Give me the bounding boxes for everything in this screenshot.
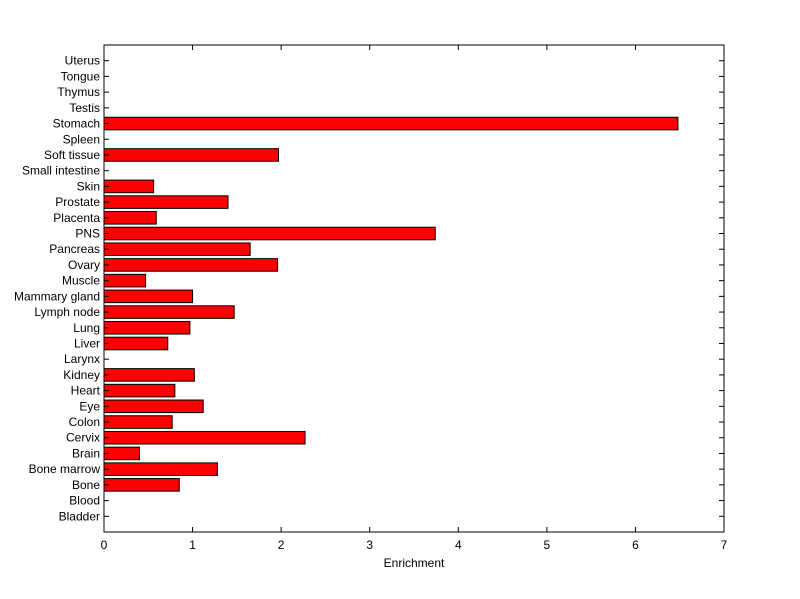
y-tick-label-prostate: Prostate: [55, 195, 100, 209]
bar-prostate: [103, 195, 229, 209]
x-tick-label-0: 0: [101, 538, 108, 552]
y-tick-label-colon: Colon: [69, 415, 100, 429]
bar-muscle: [103, 273, 147, 288]
bar-ovary: [103, 258, 279, 272]
y-tick-label-small-intestine: Small intestine: [22, 164, 100, 178]
y-tick-label-eye: Eye: [79, 399, 100, 413]
bar-bone: [103, 478, 180, 492]
bar-kidney: [103, 368, 195, 382]
bar-brain: [103, 446, 140, 461]
y-tick-label-uterus: Uterus: [65, 54, 100, 68]
bar-pancreas: [103, 242, 251, 257]
x-tick-label-3: 3: [366, 538, 373, 552]
bar-pns: [103, 226, 436, 241]
y-tick-label-lymph-node: Lymph node: [34, 305, 100, 319]
bar-colon: [103, 415, 173, 429]
y-tick-label-bone: Bone: [72, 478, 100, 492]
bar-bone-marrow: [103, 462, 218, 476]
y-tick-label-kidney: Kidney: [63, 368, 100, 382]
bar-stomach: [103, 116, 679, 131]
y-tick-label-bone-marrow: Bone marrow: [29, 462, 101, 476]
bar-cervix: [103, 430, 306, 445]
bar-eye: [103, 399, 204, 414]
y-tick-label-larynx: Larynx: [64, 352, 100, 366]
y-tick-label-brain: Brain: [72, 446, 100, 460]
bar-liver: [103, 336, 169, 351]
y-tick-label-testis: Testis: [69, 101, 100, 115]
y-tick-label-skin: Skin: [77, 179, 100, 193]
y-tick-label-ovary: Ovary: [68, 258, 100, 272]
y-tick-label-spleen: Spleen: [63, 132, 100, 146]
x-tick-label-4: 4: [455, 538, 462, 552]
x-tick-label-6: 6: [632, 538, 639, 552]
bar-lymph-node: [103, 305, 235, 319]
y-tick-label-cervix: Cervix: [66, 431, 100, 445]
y-tick-label-bladder: Bladder: [59, 509, 100, 523]
y-tick-label-liver: Liver: [74, 336, 100, 350]
y-tick-label-blood: Blood: [69, 494, 100, 508]
bar-heart: [103, 383, 176, 398]
y-tick-label-mammary-gland: Mammary gland: [14, 289, 100, 303]
x-tick-label-5: 5: [544, 538, 551, 552]
x-axis-label: Enrichment: [384, 556, 445, 570]
x-tick-label-2: 2: [278, 538, 285, 552]
y-tick-label-muscle: Muscle: [62, 274, 100, 288]
bar-lung: [103, 320, 191, 335]
x-tick-label-1: 1: [189, 538, 196, 552]
bar-soft-tissue: [103, 148, 279, 162]
bar-placenta: [103, 211, 157, 225]
y-tick-label-placenta: Placenta: [53, 211, 100, 225]
y-tick-label-soft-tissue: Soft tissue: [44, 148, 100, 162]
y-tick-label-pancreas: Pancreas: [49, 242, 100, 256]
y-tick-label-lung: Lung: [73, 321, 100, 335]
y-tick-label-tongue: Tongue: [61, 69, 101, 83]
bar-skin: [103, 179, 155, 194]
y-tick-label-pns: PNS: [75, 227, 100, 241]
y-tick-label-stomach: Stomach: [53, 117, 100, 131]
y-tick-label-thymus: Thymus: [57, 85, 100, 99]
bar-mammary-gland: [103, 289, 194, 304]
plot-frame: [103, 44, 725, 533]
y-tick-label-heart: Heart: [71, 384, 101, 398]
x-tick-label-7: 7: [721, 538, 728, 552]
